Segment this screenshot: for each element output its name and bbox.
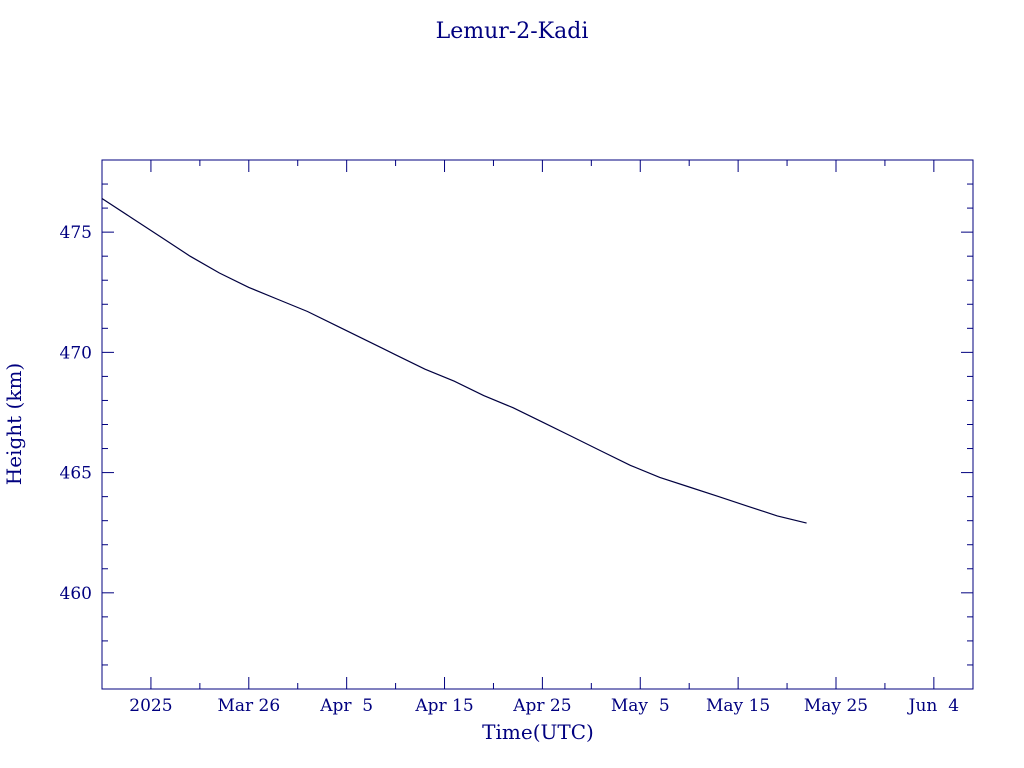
x-tick-label: Mar 26 <box>217 696 280 716</box>
x-tick-label: Apr 25 <box>512 696 571 716</box>
x-tick-label: Apr 15 <box>414 696 473 716</box>
y-tick-label: 460 <box>60 584 92 604</box>
y-tick-label: 470 <box>60 343 92 363</box>
axis-ticks <box>101 159 973 690</box>
plot-frame <box>101 159 974 690</box>
x-tick-label: May 15 <box>706 696 770 716</box>
x-tick-label: Jun 4 <box>907 696 959 716</box>
x-tick-labels: 2025 Mar 26 Apr 5 Apr 15 Apr 25 May 5 May 15 Ma… <box>129 696 959 716</box>
x-axis-label: Time(UTC) <box>482 720 594 744</box>
height-series-line <box>101 197 807 524</box>
x-tick-label: May 5 <box>611 696 670 716</box>
y-tick-labels: 460 465 470 475 <box>60 223 92 604</box>
x-tick-label: 2025 <box>129 696 172 716</box>
y-tick-label: 475 <box>60 223 92 243</box>
x-tick-label: Apr 5 <box>319 696 373 716</box>
series-layer <box>101 197 807 524</box>
y-axis-label: Height (km) <box>2 363 26 485</box>
chart-title: Lemur-2-Kadi <box>436 19 589 44</box>
y-tick-label: 465 <box>60 464 92 484</box>
x-tick-label: May 25 <box>804 696 868 716</box>
